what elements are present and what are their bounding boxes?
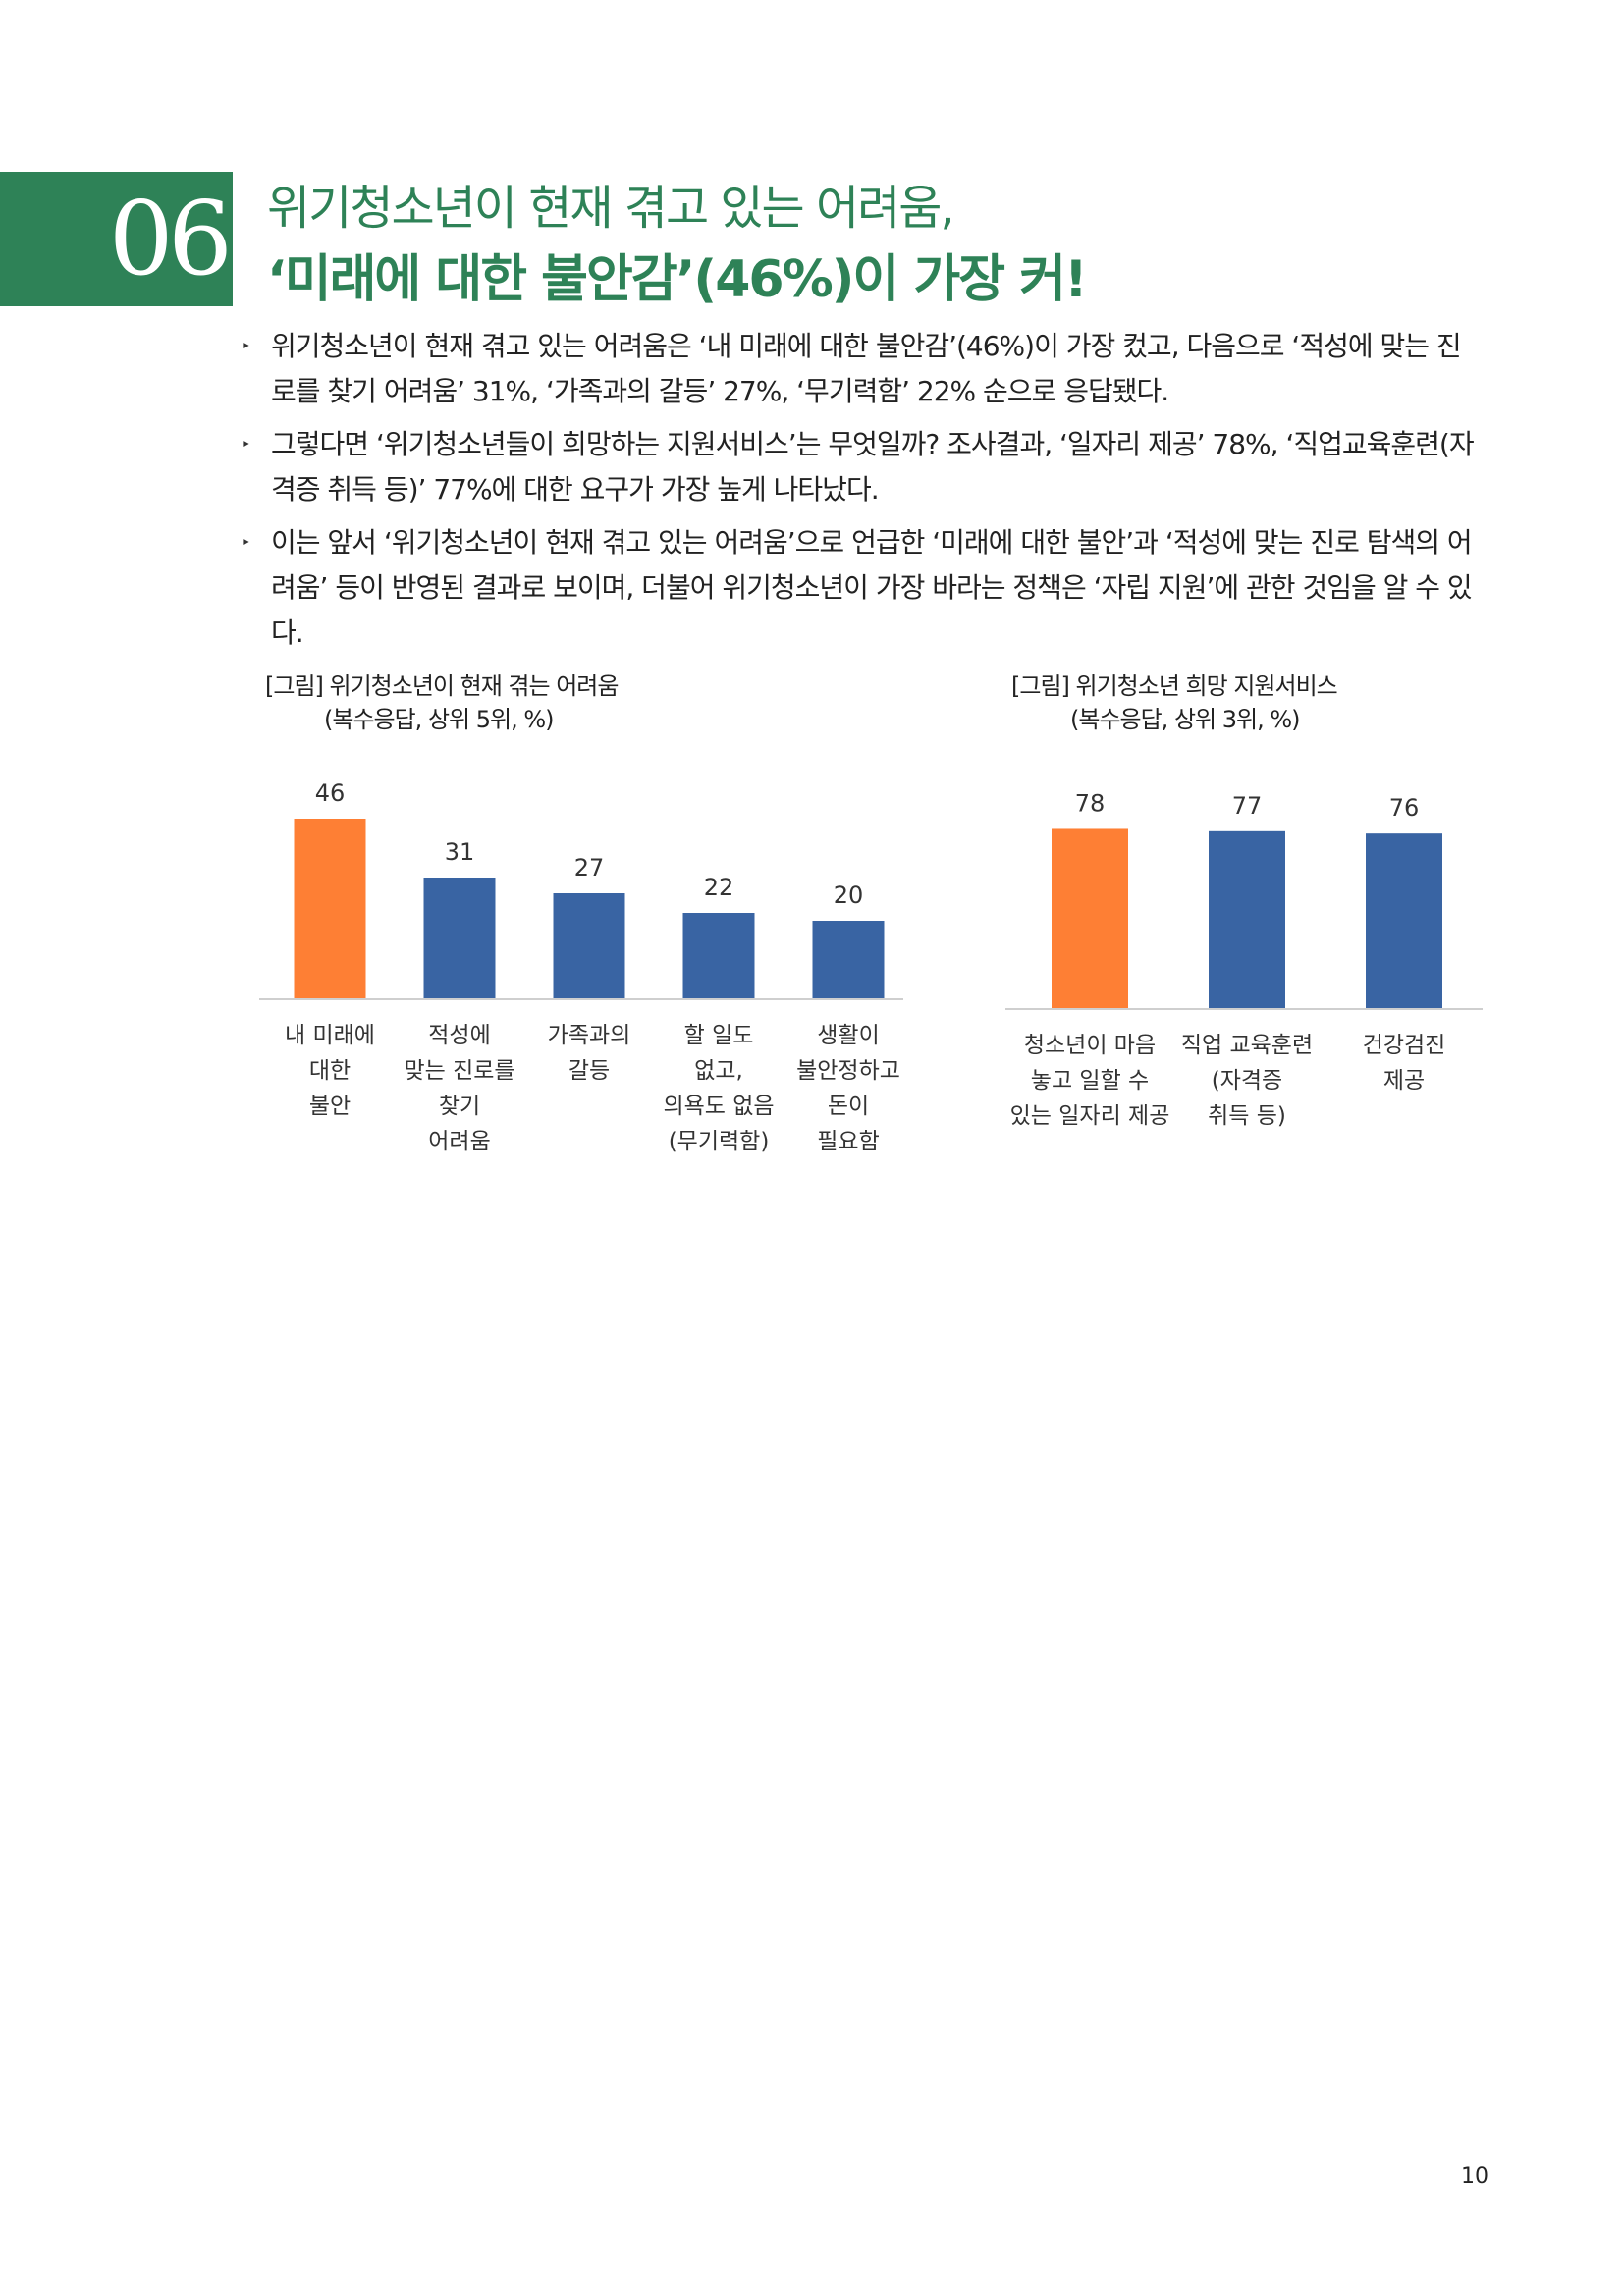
- bullet-item: ‣ 그렇다면 ‘위기청소년들이 희망하는 지원서비스’는 무엇일까? 조사결과,…: [238, 422, 1485, 512]
- bullet-marker-icon: ‣: [242, 337, 250, 355]
- bar-4: [812, 921, 885, 999]
- category-label-line: 필요함: [817, 1129, 879, 1154]
- bullet-item: ‣ 위기청소년이 현재 겪고 있는 어려움은 ‘내 미래에 대한 불안감’(46…: [238, 324, 1485, 414]
- category-label-line: 맞는 진로를: [404, 1058, 514, 1084]
- category-label-line: (자격증: [1212, 1068, 1282, 1094]
- bullet-text: 위기청소년이 현재 겪고 있는 어려움은 ‘내 미래에 대한 불안감’(46%)…: [271, 330, 1462, 407]
- left-figure-title: [그림] 위기청소년이 현재 겪는 어려움: [265, 672, 619, 700]
- section-title-line2: ‘미래에 대한 불안감’(46%)이 가장 커!: [267, 250, 1088, 309]
- bar-value-label: 78: [1075, 789, 1106, 817]
- bar-value-label: 46: [315, 779, 346, 807]
- category-label-line: 불안: [309, 1094, 351, 1119]
- bar-value-label: 20: [834, 881, 864, 909]
- category-label-line: 없고,: [694, 1058, 743, 1084]
- bar-value-label: 77: [1232, 792, 1263, 820]
- right-figure-title: [그림] 위기청소년 희망 지원서비스: [1011, 672, 1338, 700]
- category-label-line: 놓고 일할 수: [1031, 1068, 1149, 1094]
- right-figure-subtitle: (복수응답, 상위 3위, %): [1070, 706, 1301, 733]
- bullet-marker-icon: ‣: [242, 435, 250, 454]
- category-label-line: 찾기: [439, 1094, 480, 1119]
- bar-3: [682, 913, 755, 999]
- bar-2: [1366, 833, 1442, 1009]
- category-label-line: 가족과의: [548, 1023, 631, 1048]
- category-label-line: 제공: [1383, 1068, 1425, 1094]
- category-label-line: 갈등: [568, 1058, 610, 1084]
- category-label-line: 있는 일자리 제공: [1010, 1103, 1170, 1129]
- category-label-line: (무기력함): [669, 1129, 770, 1154]
- bar-1: [1209, 830, 1285, 1009]
- category-label-line: 취득 등): [1208, 1103, 1286, 1129]
- category-label-line: 직업 교육훈련: [1181, 1033, 1313, 1058]
- category-label-line: 어려움: [428, 1129, 490, 1154]
- category-label-line: 돈이: [828, 1094, 869, 1119]
- bar-value-label: 27: [574, 854, 605, 881]
- bullet-marker-icon: ‣: [242, 533, 250, 552]
- bullet-item: ‣ 이는 앞서 ‘위기청소년이 현재 겪고 있는 어려움’으로 언급한 ‘미래에…: [238, 520, 1485, 656]
- category-label-line: 건강검진: [1363, 1033, 1446, 1058]
- summary-bullets: ‣ 위기청소년이 현재 겪고 있는 어려움은 ‘내 미래에 대한 불안감’(46…: [238, 324, 1485, 664]
- bar-value-label: 31: [445, 838, 475, 866]
- category-label-line: 할 일도: [684, 1023, 754, 1048]
- bar-value-label: 22: [704, 874, 734, 901]
- category-label-line: 대한: [309, 1058, 351, 1084]
- left-figure-subtitle: (복수응답, 상위 5위, %): [324, 706, 555, 733]
- bar-2: [553, 893, 625, 999]
- bar-1: [423, 878, 496, 999]
- category-label-line: 청소년이 마음: [1024, 1033, 1156, 1058]
- category-label-line: 적성에: [428, 1023, 490, 1048]
- section-number: 06: [0, 172, 233, 306]
- bullet-text: 이는 앞서 ‘위기청소년이 현재 겪고 있는 어려움’으로 언급한 ‘미래에 대…: [271, 526, 1473, 649]
- bar-0: [294, 819, 366, 999]
- category-label-line: 생활이: [817, 1023, 879, 1048]
- page-number: 10: [1461, 2164, 1488, 2189]
- bar-0: [1052, 828, 1128, 1009]
- category-label-line: 불안정하고: [796, 1058, 900, 1084]
- section-title-line1: 위기청소년이 현재 겪고 있는 어려움,: [267, 181, 955, 236]
- category-label-line: 의욕도 없음: [663, 1094, 774, 1119]
- bullet-text: 그렇다면 ‘위기청소년들이 희망하는 지원서비스’는 무엇일까? 조사결과, ‘…: [271, 428, 1475, 506]
- category-label-line: 내 미래에: [285, 1023, 375, 1048]
- bar-value-label: 76: [1389, 794, 1420, 822]
